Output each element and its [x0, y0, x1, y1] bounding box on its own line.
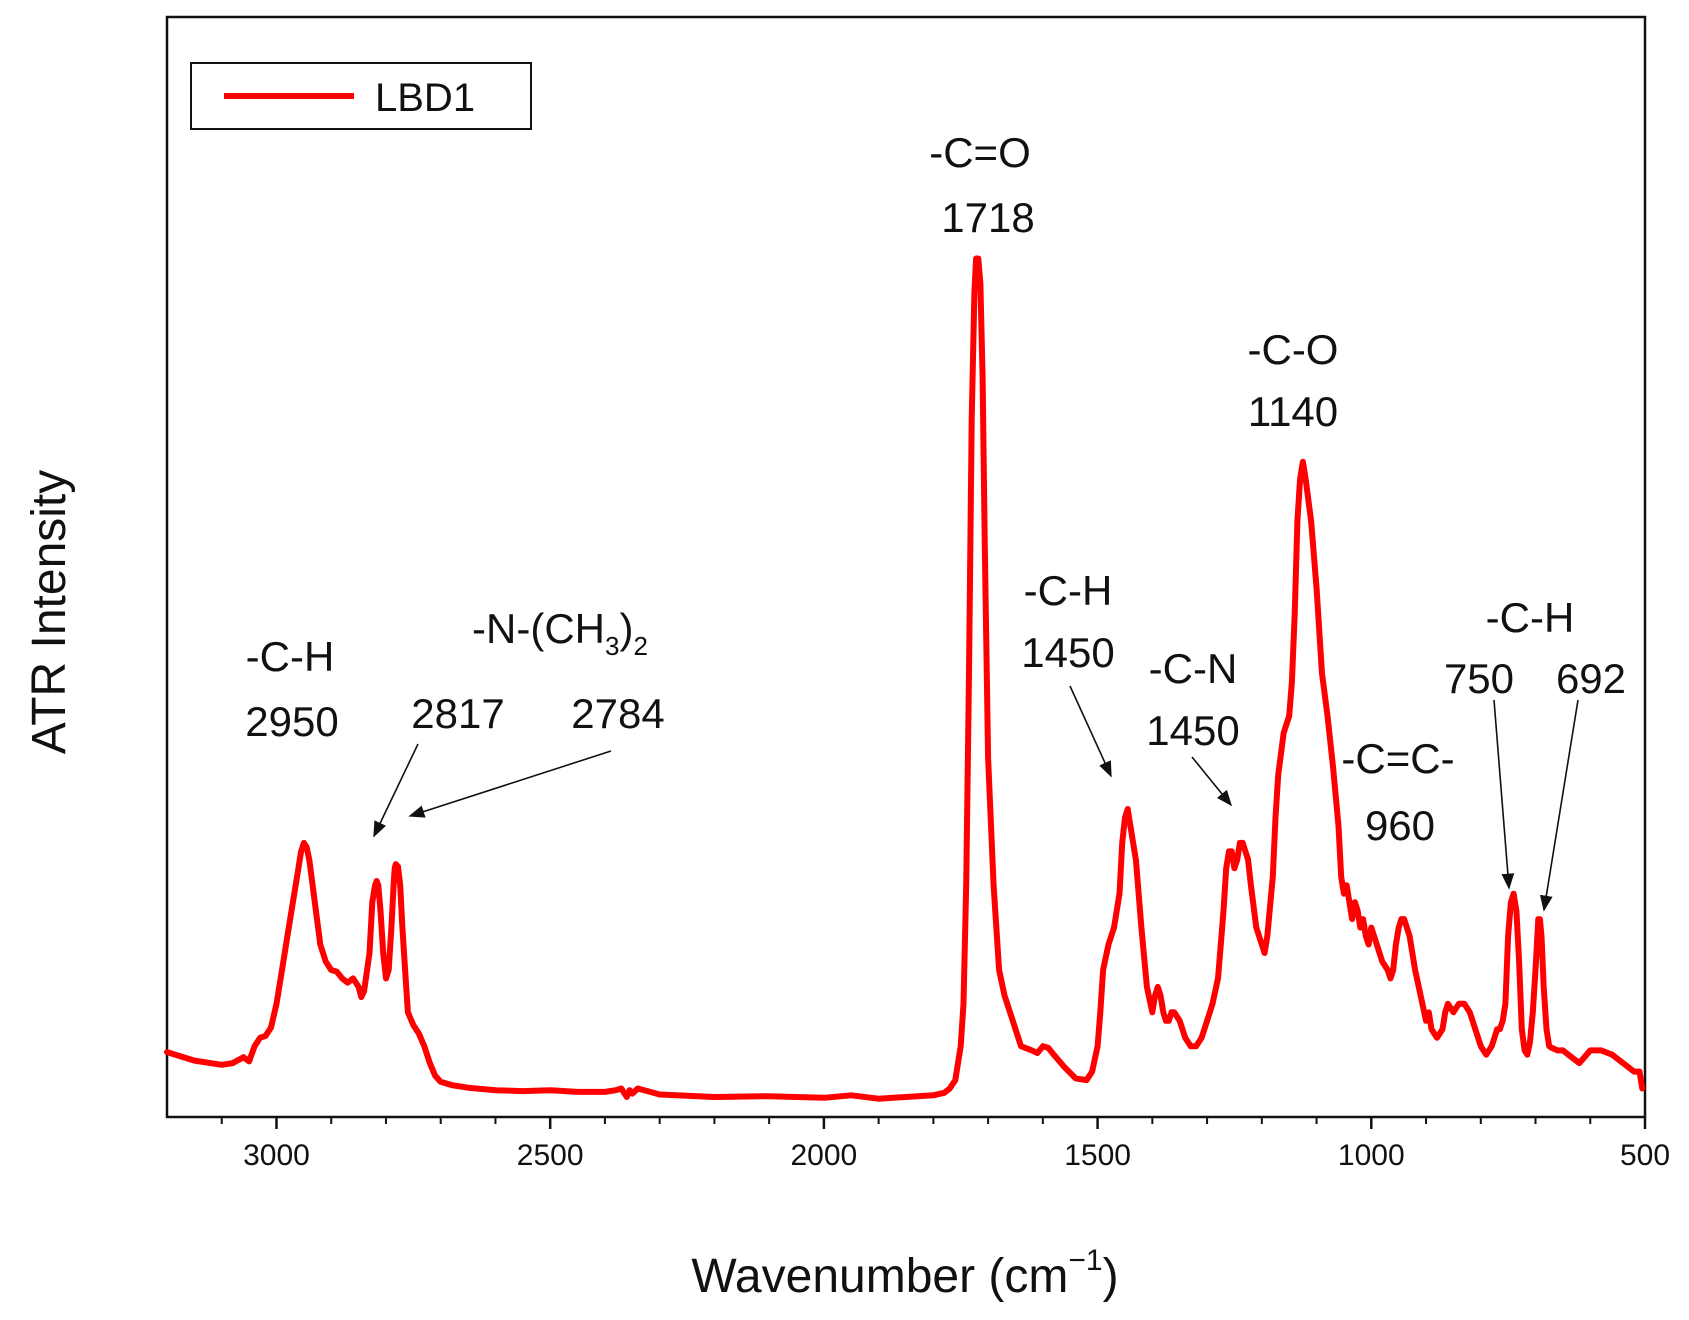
x-axis-title: Wavenumber (cm−1) [691, 1244, 1118, 1303]
arrow-692 [1539, 699, 1579, 912]
x-tick-label-500: 500 [1620, 1139, 1670, 1172]
arrow-2817 [373, 743, 419, 838]
annotation-ch-2950-label: -C-H [246, 633, 335, 680]
arrow-2784 [408, 750, 612, 818]
x-axis-title-superscript: −1 [1068, 1244, 1102, 1277]
annotation-n-ch3-2-text: -N-(CH [472, 605, 605, 652]
plot-frame [165, 15, 1647, 1119]
series-layer [164, 255, 1646, 1102]
annotation-c-o-1140-label: -C-O [1248, 326, 1339, 373]
annotation-co-1718-label: -C=O [929, 129, 1031, 176]
y-axis-title: ATR Intensity [23, 470, 76, 755]
series-line-lbd1 [164, 255, 1646, 1102]
annotation-ch-1450-label: -C-H [1024, 567, 1113, 614]
annotation-n-ch3-2-label: -N-(CH3)2 [472, 605, 648, 661]
annotation-ch-1450-value: 1450 [1021, 629, 1114, 676]
annotation-n-ch3-2-close: ) [619, 605, 633, 652]
annotation-ch-2950-value: 2950 [245, 698, 338, 745]
annotation-cc-label: -C=C- [1341, 735, 1454, 782]
annotation-2784-value: 2784 [571, 690, 664, 737]
annotation-n-ch3-2-sub2: 2 [633, 631, 647, 661]
x-tick-label-1500: 1500 [1064, 1139, 1131, 1172]
annotation-cn-label: -C-N [1149, 645, 1238, 692]
x-axis-title-text: Wavenumber (cm [691, 1250, 1068, 1303]
arrow-ch-1450 [1069, 685, 1112, 778]
x-axis: 3000 2500 2000 1500 1000 500 [220, 1117, 1670, 1172]
annotation-cn-value: 1450 [1146, 707, 1239, 754]
annotation-co-1718-value: 1718 [941, 194, 1034, 241]
annotation-n-ch3-2-sub: 3 [605, 631, 619, 661]
annotations: -C-H 2950 -N-(CH3)2 2817 2784 -C=O 1718 … [245, 129, 1626, 912]
x-tick-label-2500: 2500 [517, 1139, 584, 1172]
arrow-750 [1493, 699, 1515, 890]
annotation-2817-value: 2817 [411, 690, 504, 737]
annotation-692-value: 692 [1556, 655, 1626, 702]
x-tick-label-2000: 2000 [791, 1139, 858, 1172]
arrow-cn [1191, 756, 1233, 807]
x-tick-label-1000: 1000 [1338, 1139, 1405, 1172]
annotation-c-o-1140-value: 1140 [1248, 388, 1338, 435]
x-tick-label-3000: 3000 [243, 1139, 310, 1172]
annotation-cc-value: 960 [1365, 802, 1435, 849]
annotation-750-value: 750 [1444, 655, 1514, 702]
legend-label: LBD1 [375, 76, 475, 120]
x-axis-title-end: ) [1103, 1250, 1119, 1303]
legend: LBD1 [190, 62, 532, 130]
annotation-ch-aromatic-label: -C-H [1486, 594, 1575, 641]
